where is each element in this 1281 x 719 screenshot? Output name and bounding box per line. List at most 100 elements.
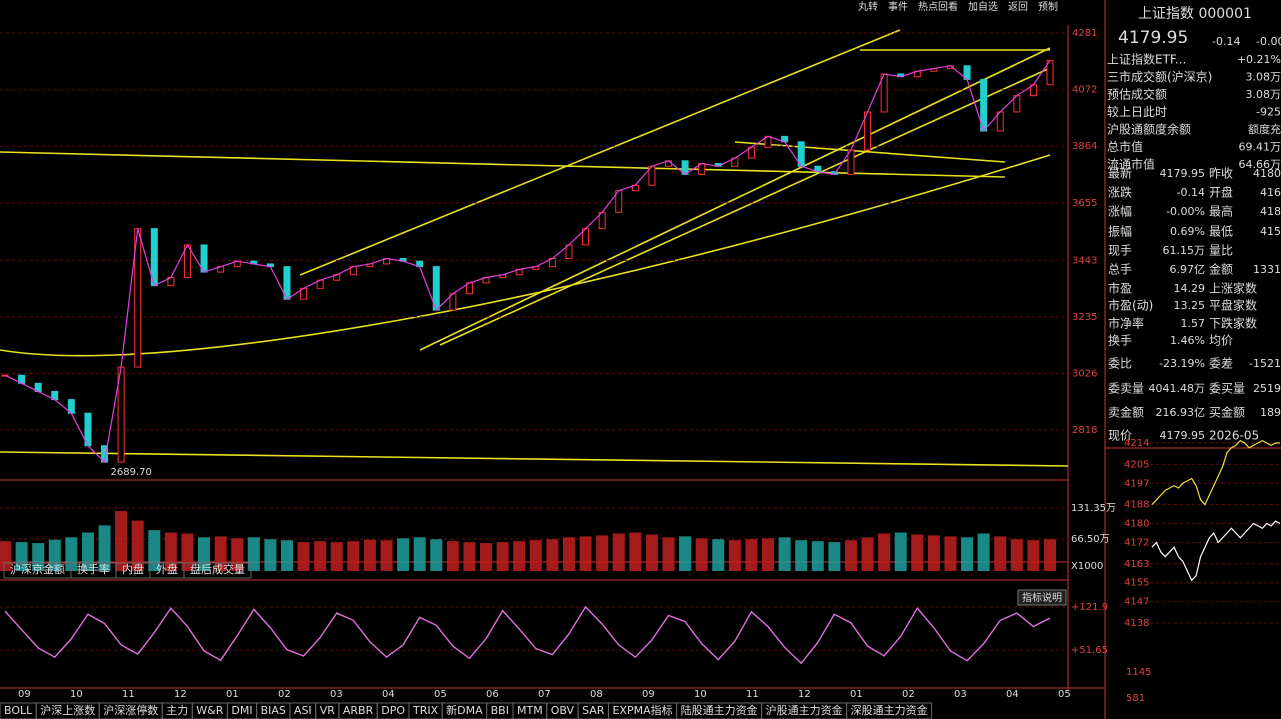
volume-bar [745, 539, 758, 571]
volume-bar [546, 539, 559, 571]
bottom-tab: DMI [231, 704, 252, 717]
bottom-tab: W&R [196, 704, 223, 717]
volume-tab: 外盘 [156, 562, 178, 576]
volume-bar [463, 542, 476, 571]
quote-pct: -0.00% [1256, 35, 1281, 48]
price-tick-label: 2818 [1072, 425, 1097, 436]
bottom-tab: DPO [381, 704, 405, 717]
month-label: 09 [18, 689, 31, 700]
intraday-tick-label: 4163 [1124, 559, 1149, 570]
volume-bar [878, 533, 891, 571]
grid-label: 换手 [1108, 334, 1132, 348]
trend-line [734, 141, 1006, 163]
volume-tick-label: 131.35万 [1071, 503, 1116, 514]
month-label: 12 [798, 689, 811, 700]
grid-label: 量比 [1209, 244, 1233, 258]
volume-bar [430, 539, 443, 571]
month-label: 11 [122, 689, 135, 700]
indicator-tick-label: +51.65 [1071, 645, 1108, 656]
month-label: 04 [1006, 689, 1019, 700]
month-label: 04 [382, 689, 395, 700]
grid-label: 委差 [1209, 357, 1233, 371]
toolbar-item: 热点回看 [918, 0, 958, 13]
month-label: 07 [538, 689, 551, 700]
grid-value: 2519 [1253, 382, 1281, 395]
grid-label: 市盈 [1108, 281, 1132, 296]
grid-label: 总手 [1108, 263, 1132, 277]
grid-value: 4041.48万 [1149, 382, 1206, 395]
volume-bar [496, 542, 509, 571]
grid-value: 216.93亿 [1156, 406, 1206, 419]
info-value: 3.08万 [1246, 71, 1281, 84]
volume-bar [0, 541, 11, 571]
price-tick-label: 3864 [1072, 141, 1097, 152]
info-label: 沪股通额度余额 [1107, 122, 1191, 137]
info-label: 三市成交额(沪深京) [1107, 69, 1212, 84]
bottom-tab: 沪股通主力资金 [766, 703, 843, 717]
intraday-tick-label: 4155 [1124, 578, 1149, 589]
low-label: 2689.70 [111, 467, 152, 478]
grid-value: 418 [1260, 205, 1281, 218]
intraday-tick-label: 4172 [1124, 537, 1149, 548]
intraday-tick-label: 4180 [1124, 519, 1149, 530]
volume-bar [131, 520, 144, 571]
grid-value: -0.14 [1177, 186, 1205, 199]
indicator-tick-label: +121.9 [1071, 602, 1108, 613]
price-tick-label: 4281 [1072, 28, 1097, 39]
grid-value: 0.69% [1170, 225, 1205, 238]
price-tick-label: 4072 [1072, 85, 1097, 96]
intraday-tick-label: 4197 [1124, 478, 1149, 489]
trend-line [419, 47, 1051, 351]
trend-line [439, 67, 1051, 346]
grid-value: 4179.95 [1160, 167, 1206, 180]
month-label: 09 [642, 689, 655, 700]
grid-value: 1.57 [1181, 317, 1206, 330]
price-tick-label: 3026 [1072, 369, 1097, 380]
intraday-tick-label: 4205 [1124, 459, 1149, 470]
bottom-tab: TRIX [412, 704, 439, 717]
volume-bar [314, 541, 327, 571]
grid-value: 1.46% [1170, 334, 1205, 347]
grid-label: 均价 [1209, 334, 1233, 348]
intraday-line [1151, 439, 1280, 506]
grid-value: 6.97亿 [1170, 263, 1206, 276]
grid-label: 最新 [1108, 166, 1132, 181]
info-label: 较上日此时 [1107, 104, 1167, 119]
month-label: 02 [278, 689, 291, 700]
volume-bar [944, 536, 957, 571]
month-label: 10 [70, 689, 83, 700]
volume-bar [181, 533, 194, 571]
price-tick-label: 3655 [1072, 198, 1097, 209]
bottom-tab: EXPMA指标 [612, 703, 672, 717]
intraday-volume-label: 1145 [1126, 667, 1151, 678]
month-label: 01 [850, 689, 863, 700]
volume-bar [911, 534, 924, 571]
month-label: 05 [434, 689, 447, 700]
grid-label: 市盈(动) [1108, 298, 1153, 313]
grid-label: 上涨家数 [1209, 281, 1257, 296]
volume-bar [297, 542, 310, 571]
grid-label: 委卖量 [1108, 382, 1144, 396]
volume-tick-label: 66.50万 [1071, 534, 1110, 545]
volume-bar [811, 541, 824, 571]
volume-bar [828, 542, 841, 571]
volume-bar [977, 533, 990, 571]
month-label: 08 [590, 689, 603, 700]
volume-bar [662, 537, 675, 571]
grid-value: 4180 [1253, 167, 1281, 180]
volume-bar [280, 540, 293, 571]
volume-bar [961, 537, 974, 571]
grid-label: 现价 [1108, 429, 1132, 443]
grid-label: 开盘 [1209, 185, 1233, 200]
volume-bar [1010, 539, 1023, 571]
bottom-tab: VR [320, 704, 336, 717]
quote-title: 上证指数 000001 [1138, 6, 1252, 22]
month-label: 03 [954, 689, 967, 700]
grid-value: -0.00% [1166, 205, 1205, 218]
trend-lines [0, 29, 1069, 467]
bottom-tab: 深股通主力资金 [851, 703, 928, 717]
trend-line [0, 451, 1069, 467]
volume-bar [728, 540, 741, 571]
info-value: 3.08万 [1246, 88, 1281, 101]
